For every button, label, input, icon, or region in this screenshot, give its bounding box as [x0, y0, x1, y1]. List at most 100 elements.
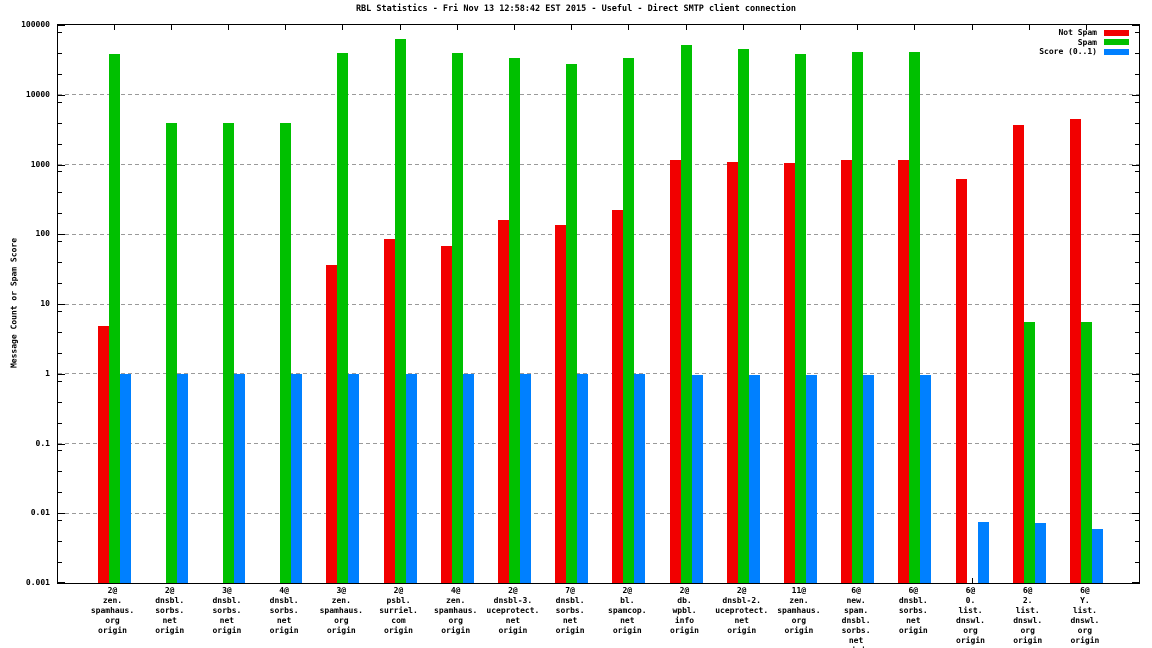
y-major-tick: [58, 94, 65, 96]
bar-spam-9: [566, 63, 578, 583]
y-minor-tick: [1135, 450, 1139, 452]
bar-score-0-1-1: [119, 373, 131, 583]
x-tick-label: 11@ zen. spamhaus. org origin: [777, 586, 821, 635]
y-minor-tick: [58, 171, 62, 173]
y-minor-tick: [1135, 52, 1139, 54]
bar-spam-3: [222, 123, 234, 583]
y-minor-tick: [58, 541, 62, 542]
y-tick-label: 10: [40, 299, 50, 308]
x-tick: [571, 25, 573, 30]
bar-score-0-1-16: [977, 521, 989, 583]
y-major-tick: [58, 513, 65, 515]
y-minor-tick: [1135, 422, 1139, 424]
y-minor-tick: [58, 213, 62, 215]
x-tick-label: 2@ dnsbl. sorbs. net origin: [155, 586, 185, 635]
y-minor-tick: [1135, 310, 1139, 312]
x-tick-label: 2@ psbl. surriel. com origin: [379, 586, 418, 635]
y-minor-tick: [58, 401, 62, 403]
bar-spam-2: [165, 123, 177, 583]
gridline: [58, 443, 1139, 444]
bar-score-0-1-11: [691, 375, 703, 583]
y-minor-tick: [1135, 73, 1139, 75]
y-minor-tick: [58, 122, 62, 124]
chart-title: RBL Statistics - Fri Nov 13 12:58:42 EST…: [355, 4, 797, 14]
x-tick: [285, 25, 287, 30]
x-tick: [113, 25, 115, 30]
bar-not-spam-7: [440, 245, 452, 583]
x-tick-label: 6@ dnsbl. sorbs. net origin: [898, 586, 928, 635]
bar-spam-1: [108, 54, 120, 583]
bar-spam-4: [280, 123, 292, 583]
bar-spam-17: [1023, 322, 1035, 583]
y-minor-tick: [58, 73, 62, 75]
bar-spam-15: [909, 52, 921, 583]
y-minor-tick: [58, 352, 62, 354]
gridline: [58, 94, 1139, 96]
legend-row-not-spam: Not Spam: [1039, 28, 1129, 38]
bar-spam-11: [680, 44, 692, 583]
bar-not-spam-5: [326, 265, 338, 583]
x-tick-label: 6@ new. spam. dnsbl. sorbs. net origin: [841, 586, 871, 648]
x-tick: [857, 25, 859, 30]
legend-label-spam: Spam: [1077, 37, 1097, 47]
gridline: [58, 303, 1139, 305]
y-minor-tick: [1135, 171, 1139, 173]
y-major-tick: [58, 373, 65, 375]
y-minor-tick: [1135, 283, 1139, 284]
bar-not-spam-10: [612, 210, 624, 583]
y-tick-label: 0.1: [35, 438, 50, 448]
y-tick-label: 10000: [25, 89, 50, 99]
y-minor-tick: [1135, 352, 1139, 354]
bar-score-0-1-3: [233, 373, 245, 583]
y-minor-tick: [58, 283, 62, 284]
gridline: [58, 164, 1139, 165]
bar-spam-18: [1080, 322, 1092, 583]
x-tick: [456, 25, 458, 30]
y-minor-tick: [1135, 471, 1139, 473]
gridline: [58, 233, 1139, 235]
x-tick-label: 6@ 2. list. dnswl. org origin: [1013, 586, 1043, 645]
bar-score-0-1-7: [462, 373, 474, 583]
y-tick-label: 1: [45, 368, 50, 378]
y-minor-tick: [58, 520, 62, 521]
x-tick: [399, 25, 401, 30]
bar-score-0-1-10: [634, 373, 646, 583]
x-tick: [628, 25, 630, 30]
y-tick-label: 0.001: [25, 578, 50, 587]
y-major-tick: [1132, 164, 1139, 166]
y-minor-tick: [58, 192, 62, 194]
bar-score-0-1-15: [920, 375, 932, 583]
y-major-tick: [1132, 513, 1139, 515]
plot-area: Not Spam Spam Score (0..1): [57, 24, 1140, 584]
y-minor-tick: [1135, 122, 1139, 124]
x-tick: [170, 25, 172, 30]
y-major-tick: [58, 164, 65, 166]
legend-row-spam: Spam: [1039, 38, 1129, 48]
bar-score-0-1-2: [176, 373, 188, 583]
y-minor-tick: [58, 262, 62, 263]
y-minor-tick: [58, 241, 62, 242]
y-minor-tick: [1135, 192, 1139, 194]
y-minor-tick: [1135, 241, 1139, 242]
y-minor-tick: [58, 331, 62, 333]
bar-spam-13: [794, 54, 806, 583]
y-minor-tick: [58, 310, 62, 312]
bar-score-0-1-6: [405, 373, 417, 583]
y-minor-tick: [58, 492, 62, 494]
x-tick: [1085, 25, 1087, 30]
x-tick: [971, 25, 973, 30]
bar-score-0-1-18: [1091, 528, 1103, 583]
x-tick-label: 7@ dnsbl. sorbs. net origin: [555, 586, 585, 635]
y-minor-tick: [1135, 262, 1139, 263]
bar-not-spam-6: [383, 238, 395, 583]
bar-spam-10: [623, 57, 635, 583]
y-tick-label: 0.01: [30, 508, 50, 518]
y-minor-tick: [1135, 101, 1139, 103]
bar-not-spam-9: [555, 225, 567, 583]
legend-label-not-spam: Not Spam: [1058, 28, 1097, 38]
y-minor-tick: [1135, 492, 1139, 494]
x-tick-label: 6@ Y. list. dnswl. org origin: [1070, 586, 1100, 645]
legend-swatch-score: [1104, 48, 1129, 55]
bar-not-spam-16: [955, 178, 967, 583]
